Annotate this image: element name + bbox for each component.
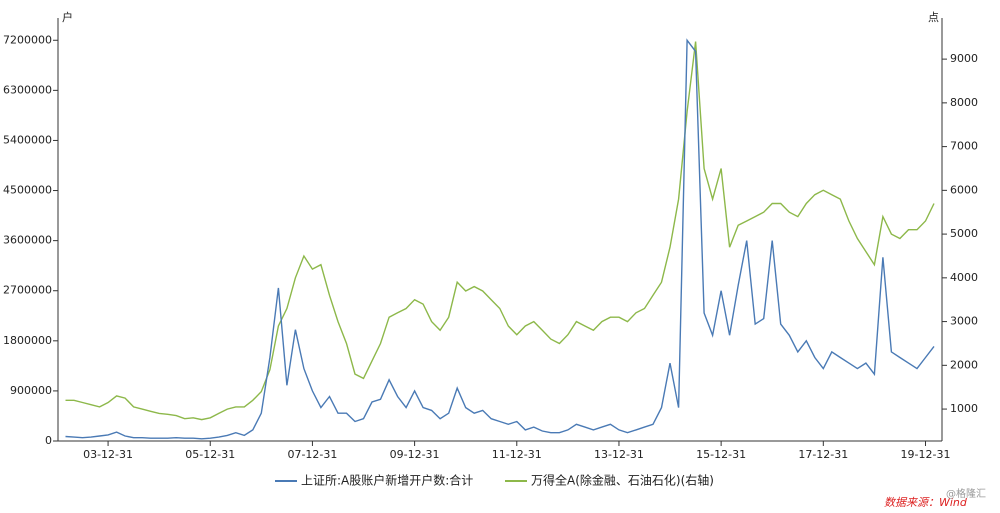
y2-unit: 点 [928,11,939,24]
watermark: @格隆汇 [946,487,986,500]
y-unit: 户 [62,10,73,24]
y2-tick-label: 4000 [950,271,978,284]
x-tick-label: 19-12-31 [901,448,951,461]
legend-label: 万得全A(除金融、石油石化)(右轴) [531,473,714,488]
y2-tick-label: 8000 [950,96,978,109]
y2-tick-label: 5000 [950,227,978,240]
legend-label: 上证所:A股账户新增开户数:合计 [301,473,473,488]
y2-tick-label: 3000 [950,315,978,328]
y2-tick-label: 7000 [950,140,978,153]
y-tick-label: 3600000 [3,234,52,247]
y2-tick-label: 6000 [950,183,978,196]
y-tick-label: 900000 [10,384,52,397]
line-series [65,38,935,440]
x-tick-label: 17-12-31 [798,448,848,461]
y-tick-label: 7200000 [3,33,52,46]
x-tick-label: 09-12-31 [390,448,440,461]
source: 数据来源：Wind [884,496,968,509]
line-series [65,41,935,421]
x-tick-label: 15-12-31 [696,448,746,461]
y-tick-label: 4500000 [3,184,52,197]
x-tick-label: 05-12-31 [185,448,235,461]
y-tick-label: 5400000 [3,133,52,146]
y-tick-label: 6300000 [3,83,52,96]
y-tick-label: 0 [45,434,52,447]
y2-tick-label: 9000 [950,52,978,65]
y2-tick-label: 1000 [950,402,978,415]
y-tick-label: 2700000 [3,284,52,297]
x-tick-label: 11-12-31 [492,448,542,461]
x-tick-label: 07-12-31 [287,448,337,461]
x-tick-label: 13-12-31 [594,448,644,461]
x-tick-label: 03-12-31 [83,448,133,461]
y-tick-label: 1800000 [3,334,52,347]
y2-tick-label: 2000 [950,358,978,371]
